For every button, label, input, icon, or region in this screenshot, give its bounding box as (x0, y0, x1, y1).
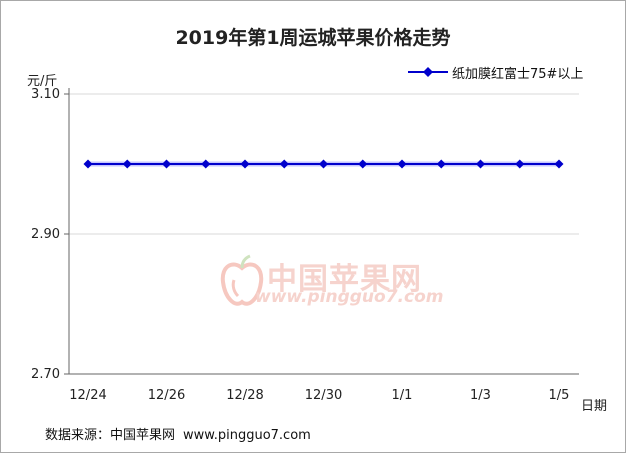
data-point (436, 159, 446, 169)
legend: 纸加膜红富士75#以上 (408, 63, 584, 82)
x-tick-label: 1/3 (470, 388, 491, 403)
data-point (201, 159, 211, 169)
data-source-label: 数据来源：中国苹果网 (45, 428, 176, 443)
data-point (83, 159, 93, 169)
data-point (515, 159, 525, 169)
x-tick-label: 12/30 (305, 388, 342, 403)
x-tick-label: 1/5 (549, 388, 570, 403)
data-point (122, 159, 132, 169)
data-point (476, 159, 485, 169)
chart-title: 2019年第1周运城苹果价格走势 (175, 27, 451, 49)
data-point (240, 159, 250, 169)
data-point (358, 159, 368, 169)
data-point (554, 159, 564, 169)
data-source: 数据来源：中国苹果网 www.pingguo7.com (45, 424, 319, 443)
data-source-url: www.pingguo7.com (183, 428, 311, 443)
x-axis-title: 日期 (581, 399, 607, 414)
x-tick-label: 12/28 (226, 388, 263, 403)
y-tick-label: 2.90 (31, 227, 60, 242)
legend-swatch (408, 67, 448, 77)
y-tick-label: 2.70 (31, 367, 60, 382)
x-tick-label: 12/26 (148, 388, 185, 403)
y-axis-unit: 元/斤 (27, 74, 58, 89)
legend-label: 纸加膜红富士75#以上 (452, 66, 584, 82)
x-tick-label: 12/24 (69, 388, 106, 403)
data-point (397, 159, 407, 169)
data-point (319, 159, 328, 169)
data-point (279, 159, 289, 169)
y-tick-label: 3.10 (31, 87, 60, 102)
x-tick-label: 1/1 (392, 388, 413, 403)
data-point (162, 159, 171, 169)
